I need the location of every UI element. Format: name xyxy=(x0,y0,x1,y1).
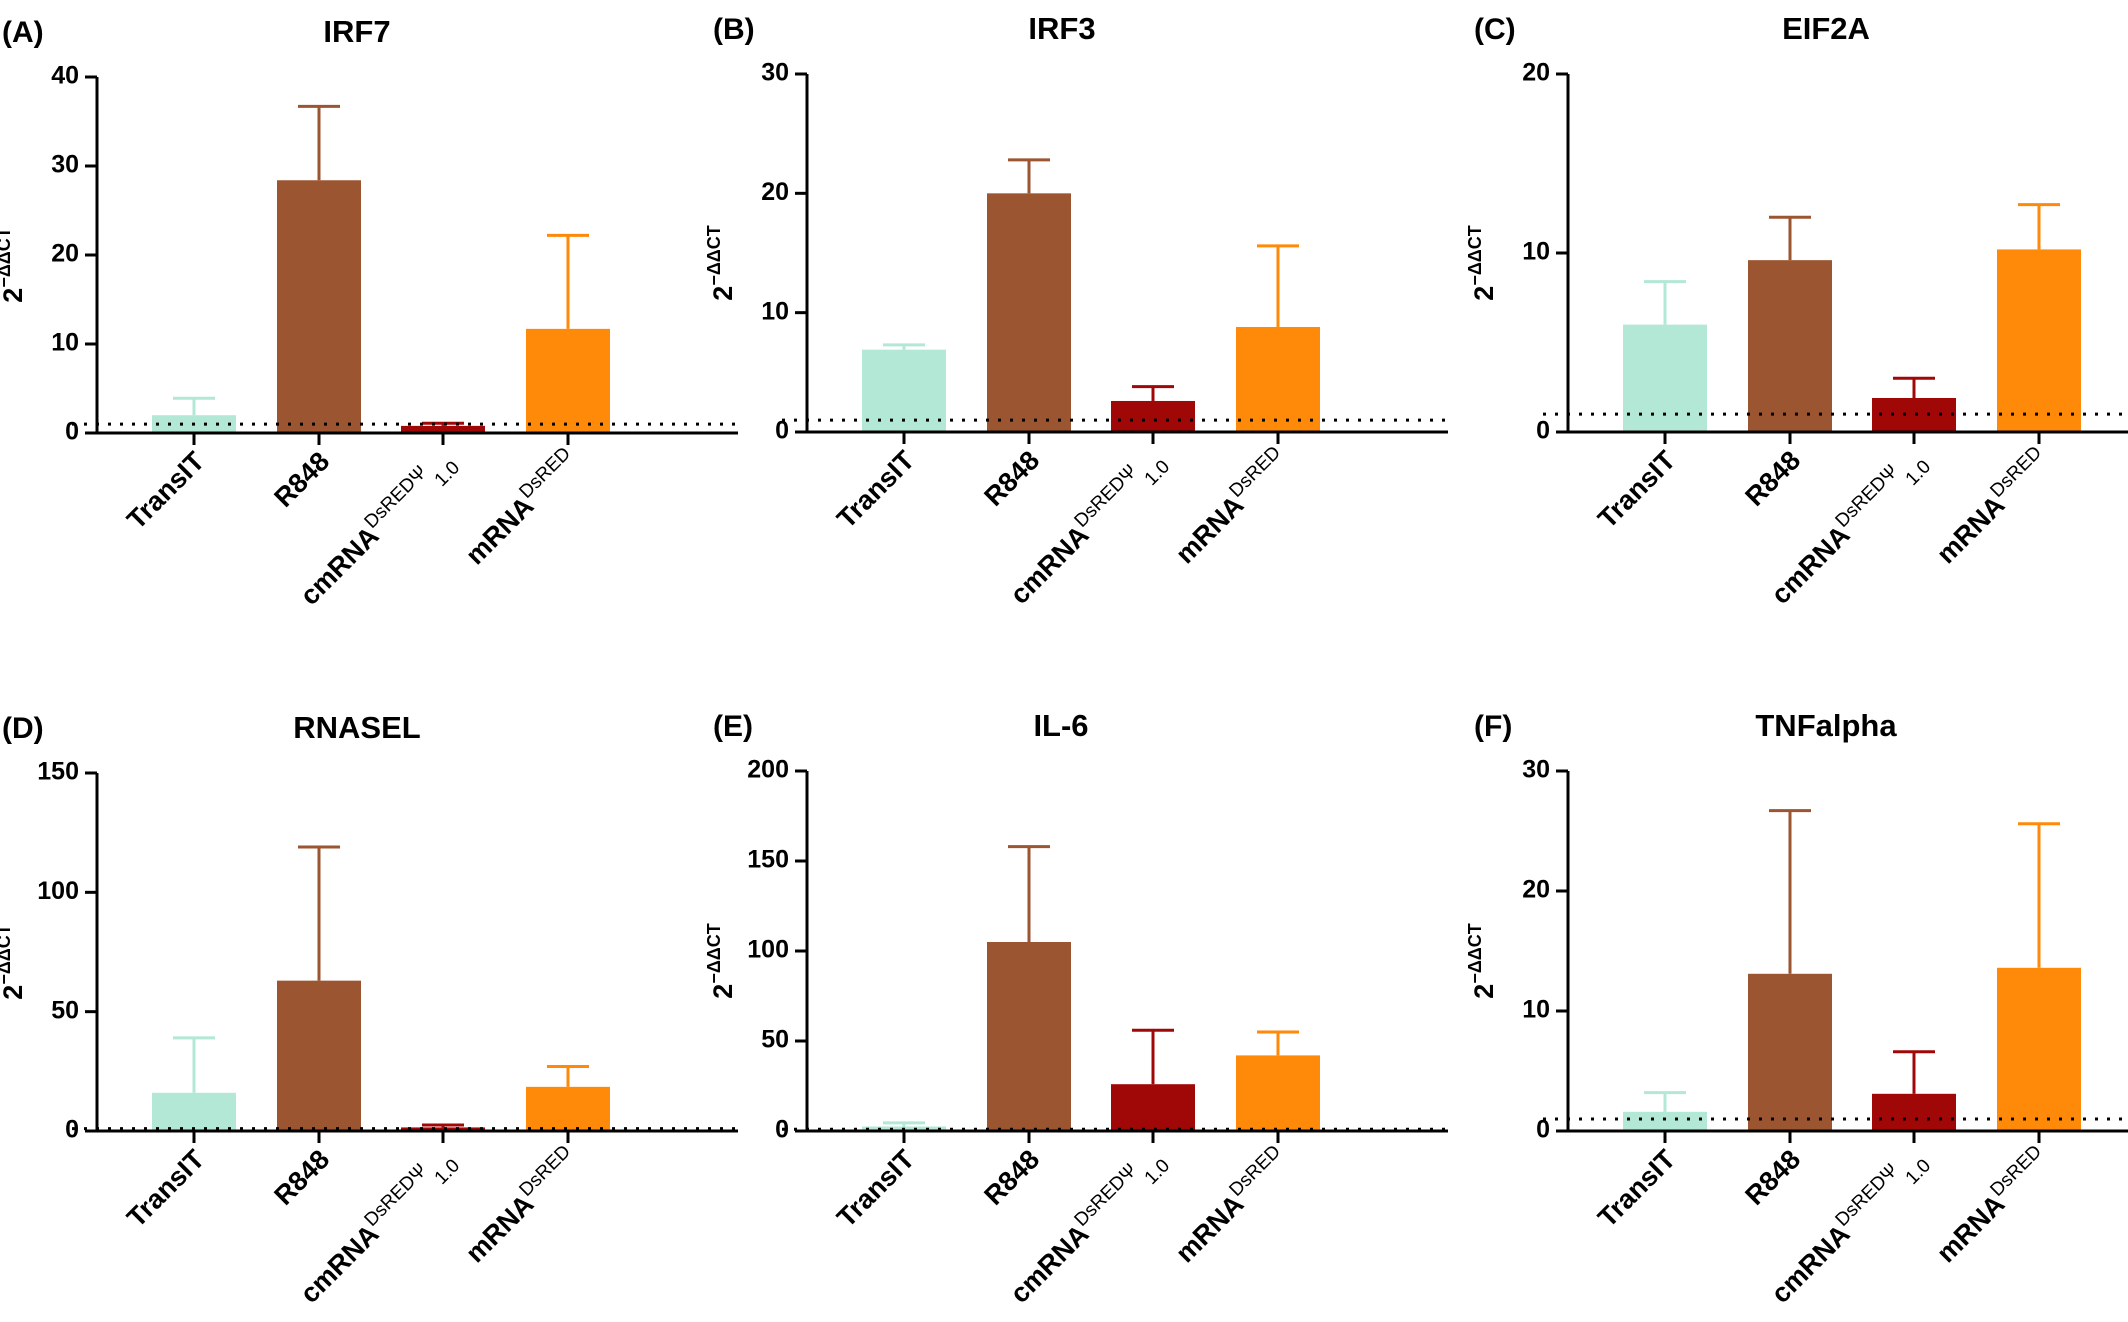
y-axis-label: 2−ΔΔCT xyxy=(704,923,738,998)
x-tick-label: TransIT xyxy=(121,1144,210,1233)
y-tick-label: 0 xyxy=(775,417,789,445)
bar-r848 xyxy=(1748,973,1832,1131)
bar-transit xyxy=(862,349,946,432)
y-tick-label: 10 xyxy=(1522,238,1550,266)
y-axis-label: 2−ΔΔCT xyxy=(1465,923,1499,998)
bar-transit xyxy=(1623,324,1707,432)
bar-cmrna xyxy=(401,425,485,433)
bar-mrna xyxy=(1997,967,2081,1131)
y-tick-label: 30 xyxy=(761,59,789,87)
bar-cmrna xyxy=(1111,400,1195,432)
bar-cmrna xyxy=(401,1127,485,1131)
x-tick-label: mRNADsRED xyxy=(1928,1141,2055,1268)
x-tick-label: mRNADsRED xyxy=(1928,442,2055,569)
x-tick-label: mRNADsRED xyxy=(457,443,584,570)
panel-letter: (E) xyxy=(713,710,753,743)
y-tick-label: 20 xyxy=(51,240,79,268)
y-axis-label: 2−ΔΔCT xyxy=(1465,225,1499,300)
bar-cmrna xyxy=(1872,397,1956,432)
panel-letter: (B) xyxy=(713,13,755,46)
y-tick-label: 100 xyxy=(747,936,789,964)
x-tick-label: R848 xyxy=(1739,1144,1806,1211)
x-tick-label: R848 xyxy=(268,446,335,513)
x-tick-label: R848 xyxy=(1739,445,1806,512)
y-tick-label: 0 xyxy=(65,418,79,446)
y-tick-label: 0 xyxy=(1536,417,1550,445)
panel-title: EIF2A xyxy=(1782,11,1870,46)
x-tick-label: mRNADsRED xyxy=(457,1141,584,1268)
x-tick-label: TransIT xyxy=(831,1144,920,1233)
y-axis-label: 2−ΔΔCT xyxy=(704,225,738,300)
panel-title: IL-6 xyxy=(1033,708,1088,743)
bar-cmrna xyxy=(1872,1093,1956,1131)
panel-letter: (F) xyxy=(1474,710,1512,743)
x-tick-label: TransIT xyxy=(1592,1144,1681,1233)
y-tick-label: 20 xyxy=(761,178,789,206)
bar-r848 xyxy=(987,193,1071,432)
y-tick-label: 200 xyxy=(747,756,789,784)
bar-mrna xyxy=(1236,1055,1320,1131)
panel-il-6: (E)IL-62−ΔΔCT050100150200TransITR848cmRN… xyxy=(704,708,1448,1309)
x-tick-label: R848 xyxy=(978,445,1045,512)
bar-mrna xyxy=(1236,326,1320,432)
bar-r848 xyxy=(1748,260,1832,432)
panel-title: IRF7 xyxy=(323,14,390,49)
y-tick-label: 10 xyxy=(51,329,79,357)
x-tick-label: TransIT xyxy=(1592,445,1681,534)
y-tick-label: 150 xyxy=(37,758,79,786)
x-tick-label: TransIT xyxy=(121,446,210,535)
y-tick-label: 0 xyxy=(1536,1116,1550,1144)
bar-r848 xyxy=(277,180,361,433)
y-tick-label: 150 xyxy=(747,846,789,874)
x-tick-label: mRNADsRED xyxy=(1167,1141,1294,1268)
x-tick-label: R848 xyxy=(268,1144,335,1211)
bar-cmrna xyxy=(1111,1084,1195,1131)
y-axis-label: 2−ΔΔCT xyxy=(0,924,28,999)
bar-r848 xyxy=(277,980,361,1131)
bar-transit xyxy=(152,1092,236,1131)
bar-r848 xyxy=(987,942,1071,1131)
y-tick-label: 100 xyxy=(37,877,79,905)
y-tick-label: 40 xyxy=(51,62,79,90)
y-axis-label: 2−ΔΔCT xyxy=(0,227,28,302)
bar-mrna xyxy=(1997,249,2081,432)
x-tick-label: TransIT xyxy=(831,445,920,534)
y-tick-label: 30 xyxy=(1522,756,1550,784)
panel-title: RNASEL xyxy=(293,710,420,745)
bar-mrna xyxy=(526,1086,610,1131)
panel-letter: (D) xyxy=(2,712,44,745)
y-tick-label: 50 xyxy=(51,996,79,1024)
bar-mrna xyxy=(526,328,610,433)
x-tick-label: R848 xyxy=(978,1144,1045,1211)
y-tick-label: 30 xyxy=(51,151,79,179)
panel-title: TNFalpha xyxy=(1755,708,1897,743)
y-tick-label: 10 xyxy=(761,297,789,325)
panel-letter: (A) xyxy=(2,16,44,49)
x-tick-label: mRNADsRED xyxy=(1167,442,1294,569)
panel-title: IRF3 xyxy=(1028,11,1095,46)
y-tick-label: 50 xyxy=(761,1026,789,1054)
panel-rnasel: (D)RNASEL2−ΔΔCT050100150TransITR848cmRNA… xyxy=(0,710,738,1309)
bar-transit xyxy=(1623,1111,1707,1131)
y-tick-label: 10 xyxy=(1522,996,1550,1024)
y-tick-label: 20 xyxy=(1522,876,1550,904)
y-tick-label: 20 xyxy=(1522,59,1550,87)
panel-letter: (C) xyxy=(1474,13,1516,46)
